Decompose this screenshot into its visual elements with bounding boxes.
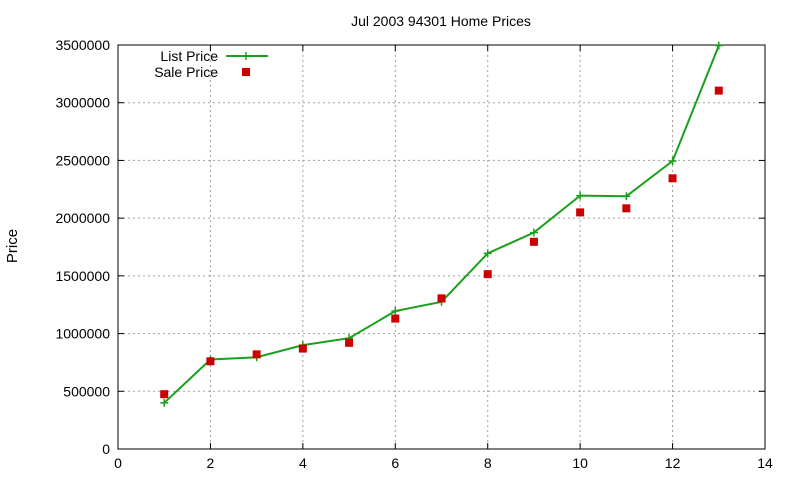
list-price-legend-label: List Price bbox=[160, 48, 218, 64]
x-tick-label: 2 bbox=[207, 455, 215, 471]
x-tick-label: 8 bbox=[484, 455, 492, 471]
sale-price-point bbox=[391, 314, 400, 323]
y-tick-label: 3000000 bbox=[55, 95, 110, 111]
y-tick-label: 3500000 bbox=[55, 37, 110, 53]
sale-price-point bbox=[160, 390, 169, 399]
y-tick-label: 1000000 bbox=[55, 326, 110, 342]
list-price-point bbox=[622, 192, 631, 201]
y-axis-title: Price bbox=[4, 229, 21, 263]
y-tick-label: 0 bbox=[102, 441, 110, 457]
list-price-point bbox=[529, 228, 538, 237]
sale-price-point bbox=[622, 204, 631, 213]
list-price-point bbox=[160, 398, 169, 407]
sale-price-point bbox=[668, 174, 677, 183]
sale-price-point bbox=[529, 237, 538, 246]
sale-price-point bbox=[298, 344, 307, 353]
list-price-point bbox=[391, 307, 400, 316]
sale-price-legend-marker bbox=[242, 68, 250, 76]
sale-price-point bbox=[714, 86, 723, 95]
x-tick-label: 0 bbox=[114, 455, 122, 471]
list-price-line bbox=[163, 45, 720, 404]
sale-price-point bbox=[437, 294, 446, 303]
x-tick-label: 14 bbox=[757, 455, 773, 471]
y-tick-label: 2500000 bbox=[55, 152, 110, 168]
list-price-point bbox=[483, 249, 492, 258]
x-tick-label: 12 bbox=[665, 455, 681, 471]
y-tick-label: 500000 bbox=[63, 383, 110, 399]
sale-price-point bbox=[206, 357, 215, 366]
x-tick-label: 6 bbox=[391, 455, 399, 471]
x-tick-label: 10 bbox=[572, 455, 588, 471]
plot-frame bbox=[117, 44, 766, 450]
list-price-point bbox=[714, 41, 723, 50]
x-tick-label: 4 bbox=[299, 455, 307, 471]
axis-ticks: 0 2 4 6 8 10 12 14 0 500000 1000000 1500000 2000000 2… bbox=[55, 37, 773, 471]
sale-price-legend-label: Sale Price bbox=[154, 64, 218, 80]
sale-price-point bbox=[252, 350, 261, 359]
sale-price-point bbox=[483, 270, 492, 279]
y-tick-label: 1500000 bbox=[55, 268, 110, 284]
y-tick-label: 2000000 bbox=[55, 210, 110, 226]
list-price-legend-marker bbox=[242, 52, 250, 60]
chart-title: Jul 2003 94301 Home Prices bbox=[351, 13, 531, 29]
list-price-point bbox=[576, 191, 585, 200]
list-price-point bbox=[668, 157, 677, 166]
series-layer bbox=[160, 41, 723, 407]
sale-price-point bbox=[345, 338, 354, 347]
sale-price-point bbox=[576, 208, 585, 217]
grid-lines bbox=[118, 45, 765, 449]
